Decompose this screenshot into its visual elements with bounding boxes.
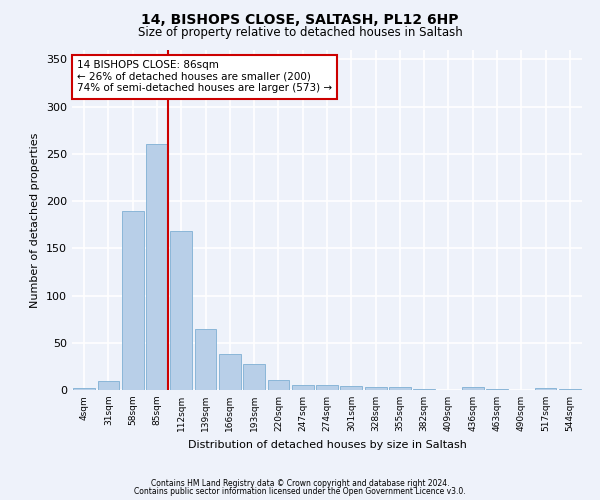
Text: Size of property relative to detached houses in Saltash: Size of property relative to detached ho… — [137, 26, 463, 39]
Bar — [268, 380, 289, 390]
Bar — [486, 389, 508, 390]
Text: Contains public sector information licensed under the Open Government Licence v3: Contains public sector information licen… — [134, 487, 466, 496]
Bar — [194, 328, 217, 390]
Bar — [219, 354, 241, 390]
Bar — [413, 389, 435, 390]
Bar — [243, 364, 265, 390]
Y-axis label: Number of detached properties: Number of detached properties — [31, 132, 40, 308]
Bar — [146, 144, 168, 390]
Bar — [316, 386, 338, 390]
Bar — [340, 386, 362, 390]
Text: 14 BISHOPS CLOSE: 86sqm
← 26% of detached houses are smaller (200)
74% of semi-d: 14 BISHOPS CLOSE: 86sqm ← 26% of detache… — [77, 60, 332, 94]
Bar — [122, 210, 143, 390]
Bar — [535, 388, 556, 390]
Bar — [365, 387, 386, 390]
Bar — [292, 386, 314, 390]
Bar — [559, 389, 581, 390]
X-axis label: Distribution of detached houses by size in Saltash: Distribution of detached houses by size … — [188, 440, 466, 450]
Bar — [389, 387, 411, 390]
Text: 14, BISHOPS CLOSE, SALTASH, PL12 6HP: 14, BISHOPS CLOSE, SALTASH, PL12 6HP — [141, 12, 459, 26]
Bar — [170, 232, 192, 390]
Bar — [73, 388, 95, 390]
Bar — [462, 387, 484, 390]
Bar — [97, 380, 119, 390]
Text: Contains HM Land Registry data © Crown copyright and database right 2024.: Contains HM Land Registry data © Crown c… — [151, 478, 449, 488]
